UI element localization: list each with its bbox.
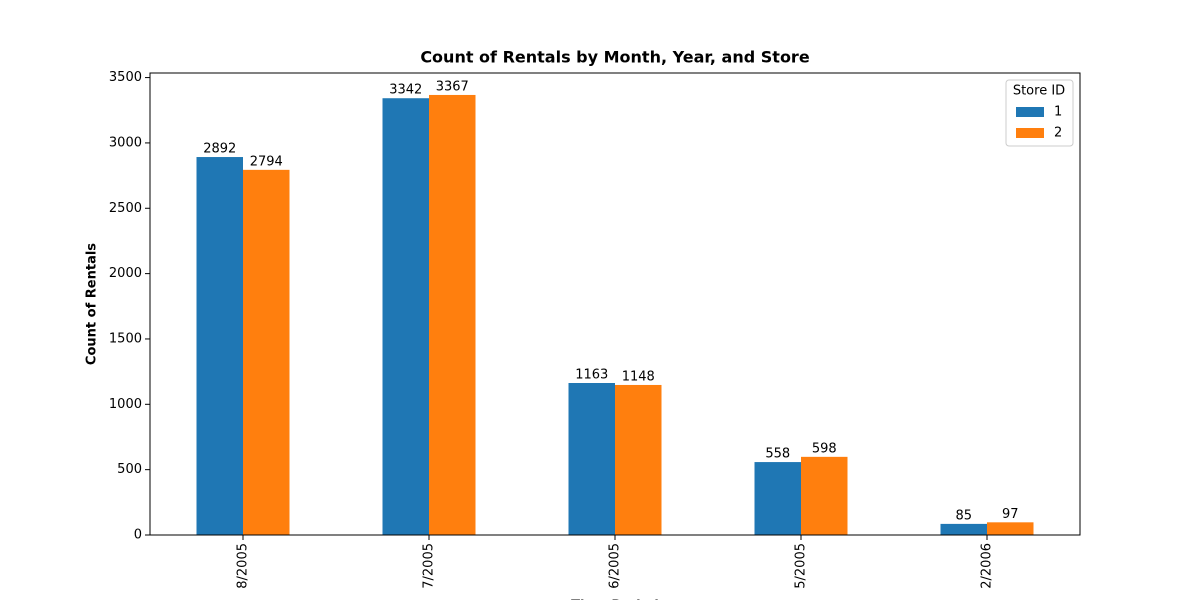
bar — [243, 169, 290, 535]
y-tick-label: 1500 — [109, 331, 142, 346]
y-tick-label: 2500 — [109, 201, 142, 216]
data-label: 2892 — [203, 142, 236, 157]
bar — [801, 456, 848, 535]
legend-swatch — [1016, 107, 1044, 117]
y-tick-label: 0 — [134, 528, 142, 543]
bar — [754, 462, 801, 535]
bar — [987, 522, 1034, 535]
legend-label: 2 — [1054, 126, 1062, 141]
data-label: 3367 — [436, 79, 469, 94]
chart-title: Count of Rentals by Month, Year, and Sto… — [420, 48, 810, 67]
bar — [196, 157, 243, 535]
legend-title: Store ID — [1013, 84, 1065, 99]
x-tick-label: 2/2006 — [980, 543, 995, 589]
data-label: 3342 — [389, 83, 422, 98]
y-tick-label: 1000 — [109, 397, 142, 412]
data-label: 1148 — [622, 369, 655, 384]
legend-swatch — [1016, 128, 1044, 138]
data-label: 97 — [1002, 507, 1019, 522]
bar — [940, 523, 987, 535]
x-tick-label: 8/2005 — [236, 543, 251, 589]
x-tick-label: 6/2005 — [608, 543, 623, 589]
data-label: 598 — [812, 441, 837, 456]
bar — [615, 384, 662, 535]
y-tick-label: 3500 — [109, 70, 142, 85]
y-tick-label: 3000 — [109, 135, 142, 150]
legend-label: 1 — [1054, 105, 1062, 120]
data-label: 85 — [955, 508, 972, 523]
data-label: 2794 — [250, 154, 283, 169]
x-axis-label: Time Period — [571, 599, 659, 600]
data-label: 1163 — [575, 368, 608, 383]
data-label: 558 — [765, 447, 790, 462]
bar — [382, 98, 429, 536]
plot-frame — [149, 72, 1081, 536]
y-axis-label: Count of Rentals — [85, 243, 100, 365]
y-tick-label: 500 — [117, 462, 142, 477]
x-tick-label: 7/2005 — [422, 543, 437, 589]
x-tick-label: 5/2005 — [794, 543, 809, 589]
y-tick-label: 2000 — [109, 266, 142, 281]
bar — [568, 383, 615, 535]
bar — [429, 94, 476, 536]
